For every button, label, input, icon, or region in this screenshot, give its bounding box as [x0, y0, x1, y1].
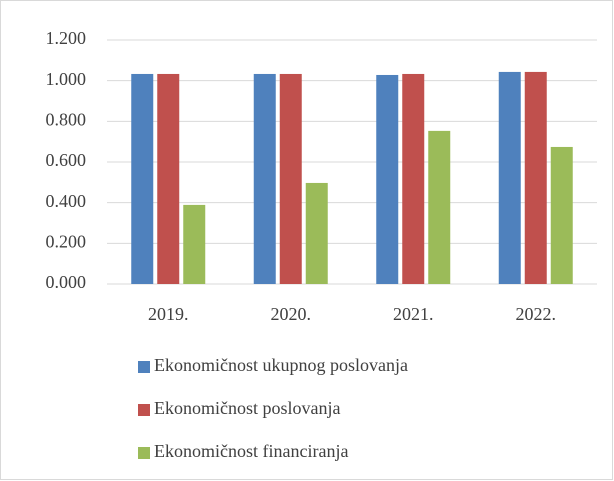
legend-label: Ekonomičnost financiranja	[154, 441, 348, 461]
legend-label: Ekonomičnost ukupnog poslovanja	[154, 355, 408, 375]
x-tick-label: 2021.	[393, 304, 434, 324]
y-tick-label: 1.200	[46, 28, 87, 48]
legend-swatch	[138, 404, 150, 416]
bar	[279, 73, 302, 284]
bar	[157, 73, 180, 284]
bar	[305, 182, 328, 284]
bar	[498, 71, 521, 284]
bar	[402, 73, 425, 284]
bar	[253, 73, 276, 284]
bar	[428, 130, 451, 284]
x-tick-label: 2019.	[148, 304, 189, 324]
bar	[550, 146, 573, 284]
y-tick-label: 0.000	[46, 272, 87, 292]
bar	[183, 204, 206, 284]
legend-swatch	[138, 361, 150, 373]
x-tick-label: 2020.	[271, 304, 312, 324]
y-tick-label: 0.200	[46, 231, 87, 251]
bar	[131, 73, 154, 284]
y-tick-label: 0.600	[46, 150, 87, 170]
y-tick-label: 1.000	[46, 69, 87, 89]
y-tick-label: 0.800	[46, 109, 87, 129]
x-tick-label: 2022.	[516, 304, 557, 324]
legend-label: Ekonomičnost poslovanja	[154, 398, 340, 418]
legend-swatch	[138, 447, 150, 459]
y-tick-label: 0.400	[46, 191, 87, 211]
bar	[524, 71, 547, 284]
bar	[376, 74, 399, 285]
